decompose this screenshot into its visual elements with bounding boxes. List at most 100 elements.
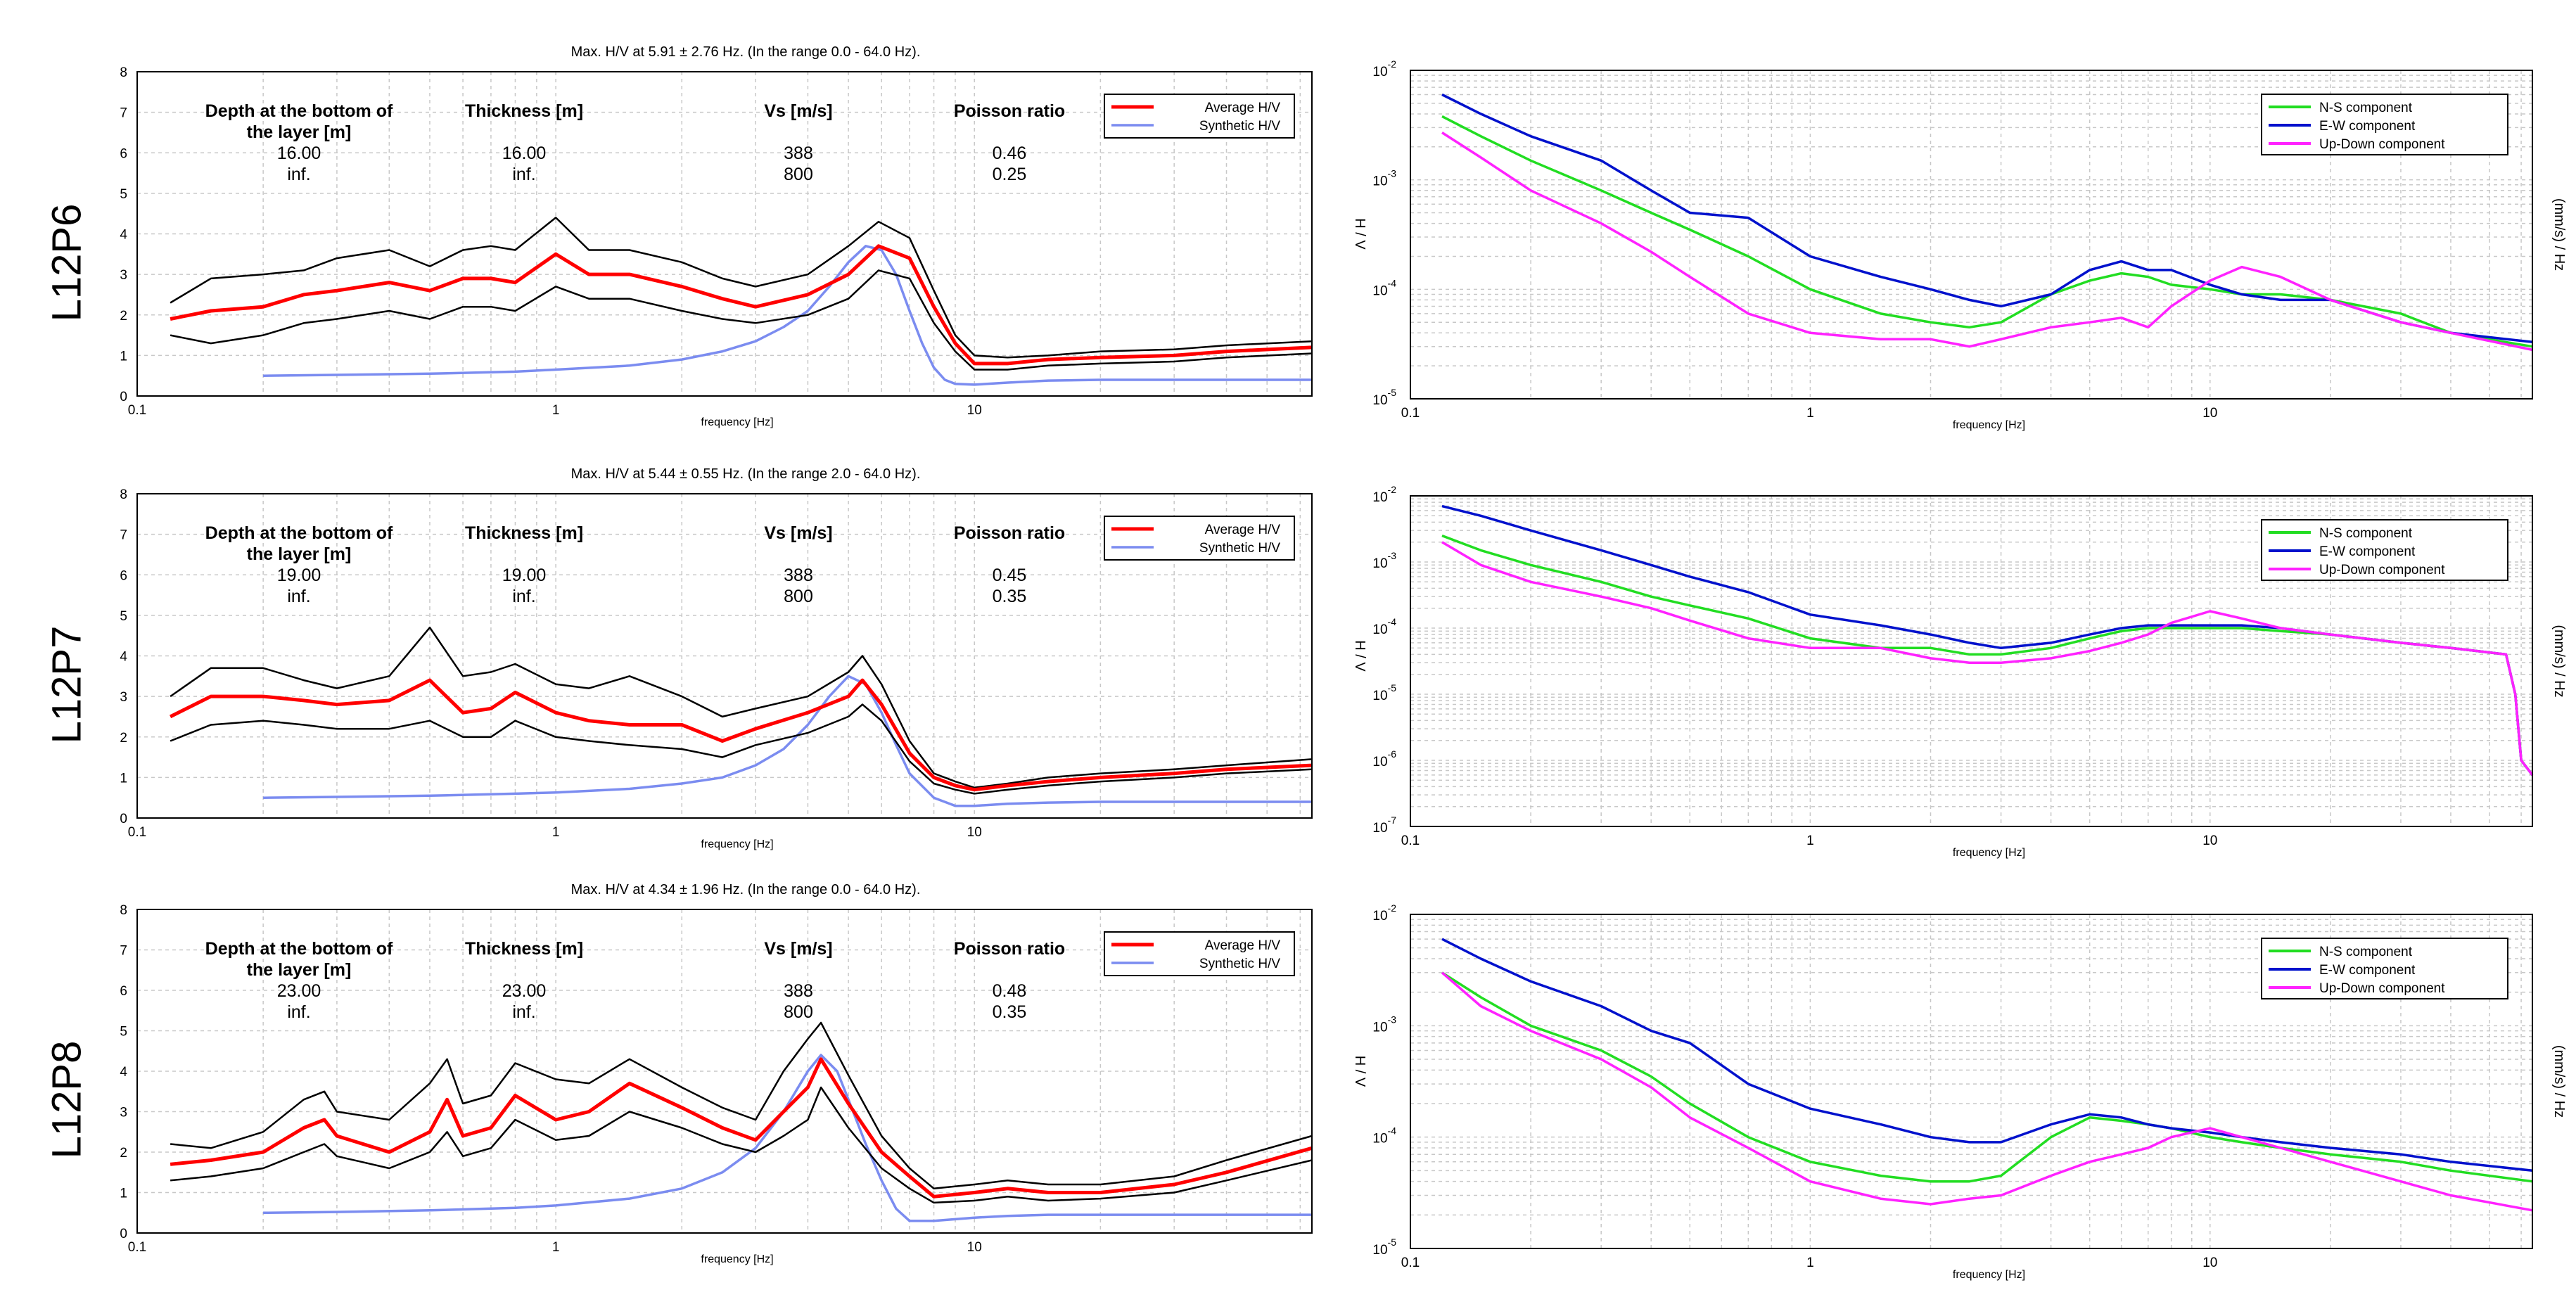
x-tick-label: 1 xyxy=(1806,833,1814,848)
y-tick-label: 2 xyxy=(120,731,127,746)
hv-series-average-h-v-std xyxy=(170,1086,1313,1204)
table-header: Depth at the bottom of xyxy=(205,939,393,959)
x-tick-label: 1 xyxy=(552,825,560,840)
x-tick-label: 1 xyxy=(552,1240,560,1255)
x-axis-label: frequency [Hz] xyxy=(1953,847,2025,859)
table-header-line2: the layer [m] xyxy=(247,960,352,980)
table-header-line2: the layer [m] xyxy=(247,122,352,142)
legend-label: Up-Down component xyxy=(2319,137,2445,152)
y-tick-label: 10-4 xyxy=(1372,1125,1396,1146)
hv-series-synthetic-h-v xyxy=(263,675,1312,807)
y-tick-label: 6 xyxy=(120,568,127,583)
table-header: Poisson ratio xyxy=(954,939,1065,959)
table-cell: inf. xyxy=(287,587,310,606)
y-tick-label: 10-4 xyxy=(1372,616,1396,637)
tick-base: 10 xyxy=(1372,1243,1387,1258)
x-tick-label: 0.1 xyxy=(1401,406,1420,421)
table-cell: 388 xyxy=(784,981,813,1001)
y-tick-label: 8 xyxy=(120,487,127,502)
table-cell: 16.00 xyxy=(502,143,547,163)
x-tick-label: 0.1 xyxy=(128,1240,146,1255)
table-cell: 0.35 xyxy=(993,1002,1027,1022)
spec-series-up-down-component xyxy=(1441,132,2533,352)
table-cell: 23.00 xyxy=(277,981,321,1001)
x-tick-label: 1 xyxy=(1806,1256,1814,1270)
legend-label: Up-Down component xyxy=(2319,981,2445,996)
table-cell: 19.00 xyxy=(277,566,321,585)
tick-base: 10 xyxy=(1372,622,1387,637)
y-tick-label: 7 xyxy=(120,944,127,959)
y-tick-label: 5 xyxy=(120,609,127,624)
table-cell: 16.00 xyxy=(277,143,321,163)
hv-series-average-h-v-std xyxy=(170,626,1313,789)
legend-label: Up-Down component xyxy=(2319,563,2445,577)
chart-title: Max. H/V at 5.44 ± 0.55 Hz. (In the rang… xyxy=(571,466,921,482)
hv-chart-l12p8: 0 1 2 3 4 5 6 7 8 0.1 1 10 frequency [Hz] H / V Max. H… xyxy=(120,882,1367,1265)
table-header: Depth at the bottom of xyxy=(205,523,393,543)
legend-label: N-S component xyxy=(2319,526,2413,541)
spectrum-chart-l12p7: 10-710-610-510-410-310-20.1 1 10frequency … xyxy=(1372,484,2567,859)
tick-base: 10 xyxy=(1372,65,1387,79)
table-cell: inf. xyxy=(287,165,310,184)
legend-label: Average H/V xyxy=(1205,101,1281,115)
table-cell: 388 xyxy=(784,143,813,163)
y-tick-label: 10-5 xyxy=(1372,682,1396,703)
spec-series-e-w-component xyxy=(1441,938,2533,1173)
y-tick-label: 6 xyxy=(120,146,127,161)
table-header: Thickness [m] xyxy=(465,939,583,959)
y-tick-label: 10-3 xyxy=(1372,1014,1396,1035)
tick-exponent: -5 xyxy=(1388,682,1397,694)
y-tick-label: 1 xyxy=(120,1187,127,1201)
table-cell: inf. xyxy=(512,165,535,184)
table-header-line2: the layer [m] xyxy=(247,544,352,564)
y-tick-label: 0 xyxy=(120,812,127,826)
plot-frame xyxy=(1410,70,2533,400)
y-tick-label: 10-4 xyxy=(1372,277,1396,298)
y-tick-label: 10-3 xyxy=(1372,168,1396,189)
legend-label: E-W component xyxy=(2319,544,2416,559)
tick-exponent: -4 xyxy=(1388,277,1397,288)
y-tick-label: 10-7 xyxy=(1372,814,1396,836)
tick-exponent: -2 xyxy=(1388,484,1397,495)
hv-series-average-h-v xyxy=(170,244,1313,366)
tick-base: 10 xyxy=(1372,556,1387,571)
plot-frame xyxy=(136,71,1313,397)
y-tick-label: 7 xyxy=(120,528,127,543)
legend-label: Synthetic H/V xyxy=(1199,119,1280,134)
plot-frame xyxy=(1410,914,2533,1249)
tick-base: 10 xyxy=(1372,283,1387,298)
y-axis-label: (mm/s) / Hz xyxy=(2551,1045,2567,1118)
legend-box xyxy=(1104,516,1295,561)
tick-base: 10 xyxy=(1372,909,1387,924)
table-header: Vs [m/s] xyxy=(764,523,832,543)
x-tick-label: 10 xyxy=(967,1240,982,1255)
tick-exponent: -2 xyxy=(1388,58,1397,70)
plot-frame xyxy=(1410,495,2533,827)
legend-box xyxy=(1104,94,1295,139)
tick-exponent: -4 xyxy=(1388,616,1397,627)
y-tick-label: 5 xyxy=(120,187,127,202)
x-tick-label: 1 xyxy=(552,403,560,418)
table-header: Poisson ratio xyxy=(954,101,1065,121)
spec-series-up-down-component xyxy=(1441,971,2533,1212)
y-tick-label: 3 xyxy=(120,1106,127,1120)
hv-chart-l12p6: 0 1 2 3 4 5 6 7 8 0.1 1 10 frequency [Hz] H / V Max. H… xyxy=(120,44,1367,428)
tick-exponent: -4 xyxy=(1388,1125,1397,1137)
table-cell: 0.35 xyxy=(993,587,1027,606)
y-tick-label: 1 xyxy=(120,349,127,364)
table-header: Vs [m/s] xyxy=(764,101,832,121)
y-tick-label: 1 xyxy=(120,771,127,786)
y-tick-label: 6 xyxy=(120,984,127,999)
hv-series-average-h-v-std xyxy=(170,217,1313,359)
hv-series-average-h-v-std xyxy=(170,269,1313,371)
y-tick-label: 10-2 xyxy=(1372,484,1396,505)
tick-exponent: -3 xyxy=(1388,550,1397,561)
tick-base: 10 xyxy=(1372,1132,1387,1146)
y-tick-label: 0 xyxy=(120,390,127,404)
x-tick-label: 10 xyxy=(967,825,982,840)
x-axis-label: frequency [Hz] xyxy=(1953,419,2025,431)
y-axis-label: H / V xyxy=(1352,640,1367,672)
hv-series-average-h-v-std xyxy=(170,1021,1313,1190)
tick-base: 10 xyxy=(1372,1020,1387,1035)
y-tick-label: 10-5 xyxy=(1372,1237,1396,1258)
